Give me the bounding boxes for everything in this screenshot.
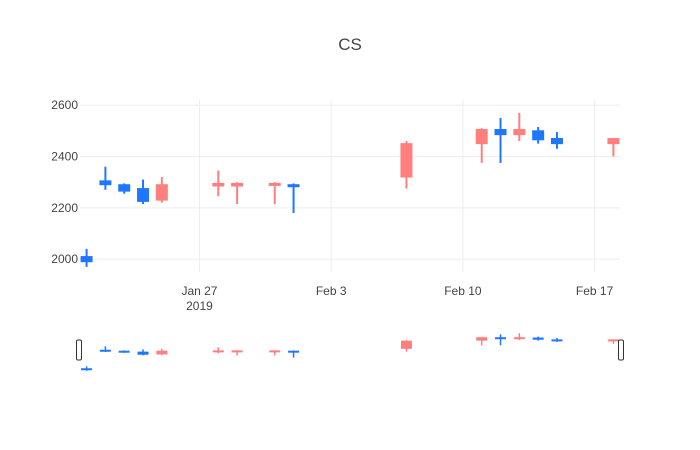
slider-candle-body [212,350,224,353]
slider-candle [269,350,281,356]
candle-body [475,129,488,145]
chart-title: CS [338,35,362,54]
candle-body [137,188,150,202]
slider-candle-body [231,350,243,353]
candle-body [99,180,112,186]
candle-body [513,129,526,136]
slider-candle-body [81,368,93,371]
slider-candle-body [137,351,149,355]
slider-candle-body [495,337,507,340]
candle-decreasing[interactable] [268,182,281,204]
slider-candle-body [118,350,130,353]
candle-decreasing[interactable] [155,177,168,203]
slider-candle [495,334,507,346]
slider-candle [118,350,130,353]
slider-candle [81,366,93,371]
candle-increasing[interactable] [118,183,131,194]
x-tick-label: Jan 27 [181,284,217,298]
candle-body [155,184,168,201]
candles[interactable] [80,112,620,267]
candle-decreasing[interactable] [607,138,620,157]
y-tick-label: 2200 [51,201,78,215]
slider-candle-body [532,337,544,340]
candle-body [268,182,281,186]
slider-candle-body [476,337,488,341]
slider-candle [476,336,488,346]
slider-candle [532,336,544,341]
candle-decreasing[interactable] [513,112,526,142]
y-tick-label: 2600 [51,98,78,112]
candle-decreasing[interactable] [475,128,488,163]
range-slider[interactable] [76,333,624,371]
slider-candle-body [551,339,563,342]
slider-candle-body [400,340,412,349]
slider-candle [99,346,111,352]
slider-candle [156,348,168,356]
candle-increasing[interactable] [287,183,300,213]
candle-body [607,138,620,145]
candle-body [287,184,300,188]
x-tick-label: Feb 10 [444,284,482,298]
x-tick-label: Feb 17 [576,284,614,298]
candle-body [80,256,93,263]
slider-candle [551,337,563,342]
slider-candle [513,333,525,341]
candle-increasing[interactable] [550,132,563,149]
candle-increasing[interactable] [137,179,150,204]
slider-candle [137,349,149,356]
slider-candle-body [607,339,619,342]
candle-increasing[interactable] [80,248,93,267]
x-tick-label: Feb 3 [316,284,347,298]
slider-candle [212,347,224,354]
x-tick-sublabel: 2019 [186,299,213,313]
slider-candle-body [156,350,168,355]
candle-body [494,129,507,136]
slider-candle-body [269,350,281,353]
candle-decreasing[interactable] [231,182,244,204]
y-tick-label: 2000 [51,252,78,266]
candle-increasing[interactable] [494,117,507,163]
candle-body [118,184,131,192]
gridlines [80,100,620,272]
y-tick-label: 2400 [51,149,78,163]
candle-body [212,182,225,187]
slider-candle [607,339,619,344]
slider-candle-body [99,349,111,352]
range-slider-right-handle[interactable] [618,339,624,361]
slider-candle-body [288,350,300,353]
candle-body [532,130,545,141]
candle-increasing[interactable] [99,166,112,190]
candle-decreasing[interactable] [400,141,413,189]
candle-increasing[interactable] [532,126,545,144]
slider-candle [400,340,412,352]
candle-body [231,182,244,187]
slider-candle [231,350,243,356]
candle-body [400,143,413,178]
candle-decreasing[interactable] [212,170,225,197]
candle-body [550,138,563,145]
slider-candle [288,350,300,358]
y-axis-ticks: 2000 2200 2400 2600 [51,98,78,266]
range-slider-left-handle[interactable] [76,339,82,361]
slider-candle-body [513,337,525,340]
